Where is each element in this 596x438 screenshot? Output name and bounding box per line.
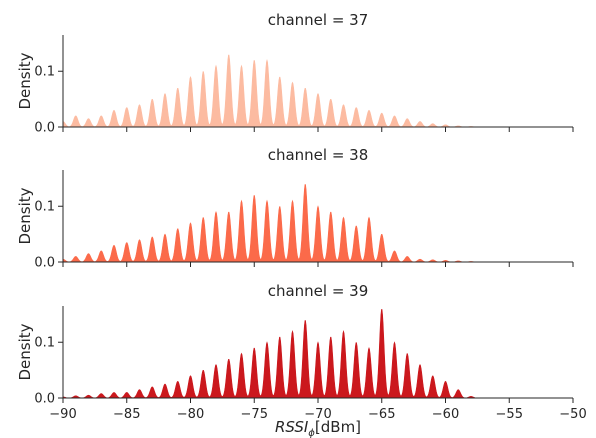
density-area <box>62 309 573 399</box>
y-tick-label: 0.0 <box>34 392 55 407</box>
x-axis-label-base: RSSI <box>275 418 309 436</box>
panel-title: channel = 39 <box>268 282 369 300</box>
x-tick-label: −55 <box>496 407 523 422</box>
x-tick-label: −75 <box>241 407 268 422</box>
x-tick-label: −85 <box>113 407 140 422</box>
y-tick-label: 0.1 <box>34 200 55 215</box>
x-axis: −90 −85 −80 −75 −70 −65 −60 −55 −50 <box>49 407 586 422</box>
y-axis-label: Density <box>16 52 34 109</box>
x-tick-label: −65 <box>368 407 395 422</box>
x-tick-label: −50 <box>559 407 586 422</box>
y-axis-label: Density <box>16 187 34 244</box>
y-tick-label: 0.1 <box>34 336 55 351</box>
x-tick-label: −60 <box>432 407 459 422</box>
x-tick-label: −90 <box>49 407 76 422</box>
y-axis-label: Density <box>16 323 34 380</box>
x-axis-label-subscript: ϕ <box>308 428 315 438</box>
y-tick-label: 0.0 <box>34 121 55 136</box>
x-axis-label: RSSIϕ[dBm] <box>275 418 361 438</box>
x-tick-label: −80 <box>177 407 204 422</box>
x-axis-label-unit: [dBm] <box>315 418 361 436</box>
density-area <box>62 54 573 128</box>
x-tick-label: −70 <box>304 407 331 422</box>
y-tick-label: 0.1 <box>34 65 55 80</box>
panel-title: channel = 38 <box>268 146 369 164</box>
y-tick-label: 0.0 <box>34 256 55 271</box>
panel-title: channel = 37 <box>268 11 369 29</box>
density-area <box>62 184 573 263</box>
